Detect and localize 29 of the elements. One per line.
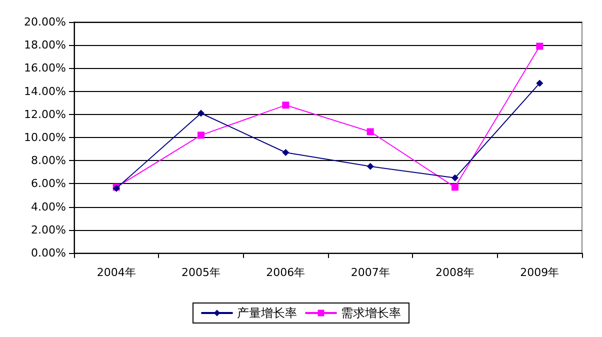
- point: [366, 162, 374, 170]
- legend-label: 产量增长率: [237, 306, 297, 320]
- y-tick-label: 12.00%: [24, 108, 66, 121]
- x-tick-label: 2009年: [520, 266, 560, 279]
- point: [198, 132, 204, 139]
- point: [536, 42, 544, 50]
- y-tick-label: 6.00%: [31, 177, 66, 190]
- y-tick-label: 16.00%: [24, 62, 66, 75]
- y-tick-label: 20.00%: [24, 16, 66, 28]
- point: [452, 174, 458, 182]
- x-tick-label: 2007年: [350, 266, 390, 279]
- x-tick-label: 2004年: [96, 266, 136, 279]
- point: [282, 149, 290, 156]
- y-tick-label: 14.00%: [24, 84, 66, 98]
- legend-label: 需求增长率: [341, 306, 401, 320]
- x-tick-label: 2005年: [182, 266, 220, 279]
- point: [452, 184, 458, 191]
- x-tick-label: 2008年: [436, 266, 474, 279]
- y-tick-label: 10.00%: [24, 131, 66, 144]
- x-tick-label: 2006年: [266, 266, 306, 279]
- y-tick-label: 8.00%: [31, 154, 66, 168]
- y-tick-label: 4.00%: [31, 200, 66, 214]
- point: [536, 80, 544, 87]
- point: [282, 102, 290, 109]
- y-tick-label: 18.00%: [24, 38, 66, 52]
- y-tick-label: 2.00%: [31, 223, 66, 236]
- point: [198, 110, 204, 117]
- y-tick-label: 0.00%: [31, 246, 66, 260]
- point: [366, 128, 374, 136]
